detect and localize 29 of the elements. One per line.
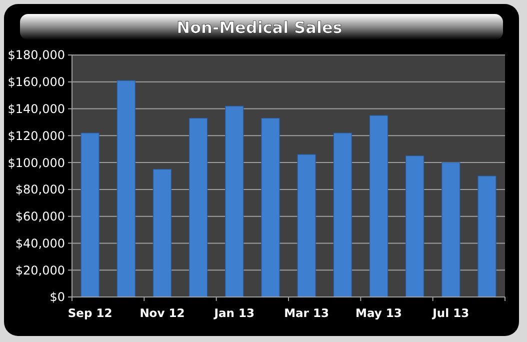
y-tick-label: $40,000	[15, 236, 65, 250]
x-tick-label: Sep 12	[68, 306, 112, 320]
bar	[152, 168, 172, 298]
x-tick-label: Jul 13	[432, 306, 470, 320]
x-tick-label: Mar 13	[284, 306, 329, 320]
x-tick-label: Jan 13	[213, 306, 254, 320]
bar	[225, 106, 244, 298]
bar	[80, 132, 100, 298]
bar	[116, 80, 136, 298]
bar	[478, 176, 496, 298]
y-tick-label: $100,000	[8, 156, 65, 170]
bar	[405, 156, 424, 298]
y-tick-label: $20,000	[15, 263, 65, 278]
bar	[333, 132, 352, 298]
bar	[369, 115, 388, 298]
x-tick-label: May 13	[356, 306, 402, 320]
y-tick-label: $160,000	[8, 75, 65, 90]
bar	[297, 154, 316, 298]
y-tick-label: $60,000	[15, 210, 65, 224]
y-tick-label: $140,000	[8, 102, 65, 116]
bar	[261, 118, 280, 298]
y-tick-label: $120,000	[8, 128, 65, 143]
x-tick-label: Nov 12	[140, 306, 185, 320]
chart-title: Non-Medical Sales	[176, 18, 342, 37]
y-tick-label: $80,000	[15, 182, 65, 197]
y-tick-label: $180,000	[8, 48, 65, 62]
y-tick-label: $0	[50, 290, 65, 304]
bar	[442, 162, 460, 298]
bar	[188, 118, 208, 298]
